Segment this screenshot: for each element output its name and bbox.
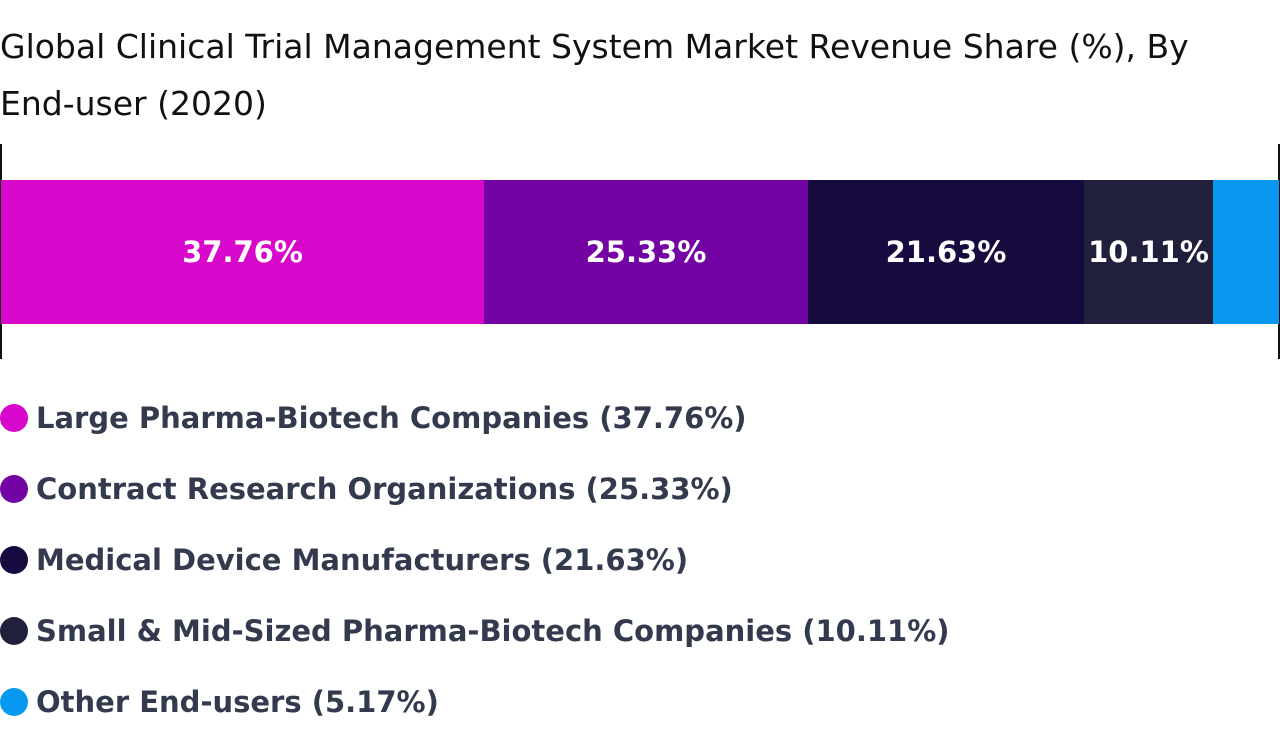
axis-right-line	[1278, 144, 1280, 359]
chart-title: Global Clinical Trial Management System …	[0, 27, 1189, 123]
legend-swatch-3	[0, 545, 28, 574]
legend-swatch-5	[0, 687, 28, 716]
legend-item-3: Medical Device Manufacturers (21.63%)	[0, 524, 1280, 595]
legend-label-5: Other End-users (5.17%)	[36, 684, 439, 719]
bar-segment-2: 25.33%	[484, 180, 808, 324]
legend-swatch-1	[0, 403, 28, 432]
legend-item-5: Other End-users (5.17%)	[0, 666, 1280, 737]
legend-label-4: Small & Mid-Sized Pharma-Biotech Compani…	[36, 613, 950, 648]
legend-label-3: Medical Device Manufacturers (21.63%)	[36, 542, 689, 577]
legend-label-1: Large Pharma-Biotech Companies (37.76%)	[36, 400, 747, 435]
legend-label-2: Contract Research Organizations (25.33%)	[36, 471, 733, 506]
bar-segment-4: 10.11%	[1084, 180, 1213, 324]
legend-item-1: Large Pharma-Biotech Companies (37.76%)	[0, 382, 1280, 453]
bar-segment-1: 37.76%	[1, 180, 484, 324]
data-label-3: 21.63%	[885, 235, 1007, 269]
data-label-1: 37.76%	[182, 235, 303, 269]
bar-segment-5	[1213, 180, 1279, 324]
stacked-bar: 37.76% 25.33% 21.63% 10.11%	[1, 180, 1279, 324]
legend-item-2: Contract Research Organizations (25.33%)	[0, 453, 1280, 524]
data-label-2: 25.33%	[585, 235, 707, 269]
legend: Large Pharma-Biotech Companies (37.76%) C…	[0, 382, 1280, 737]
legend-swatch-4	[0, 616, 28, 645]
legend-item-4: Small & Mid-Sized Pharma-Biotech Compani…	[0, 595, 1280, 666]
data-label-4: 10.11%	[1088, 235, 1209, 269]
legend-swatch-2	[0, 474, 28, 503]
bar-segment-3: 21.63%	[808, 180, 1084, 324]
